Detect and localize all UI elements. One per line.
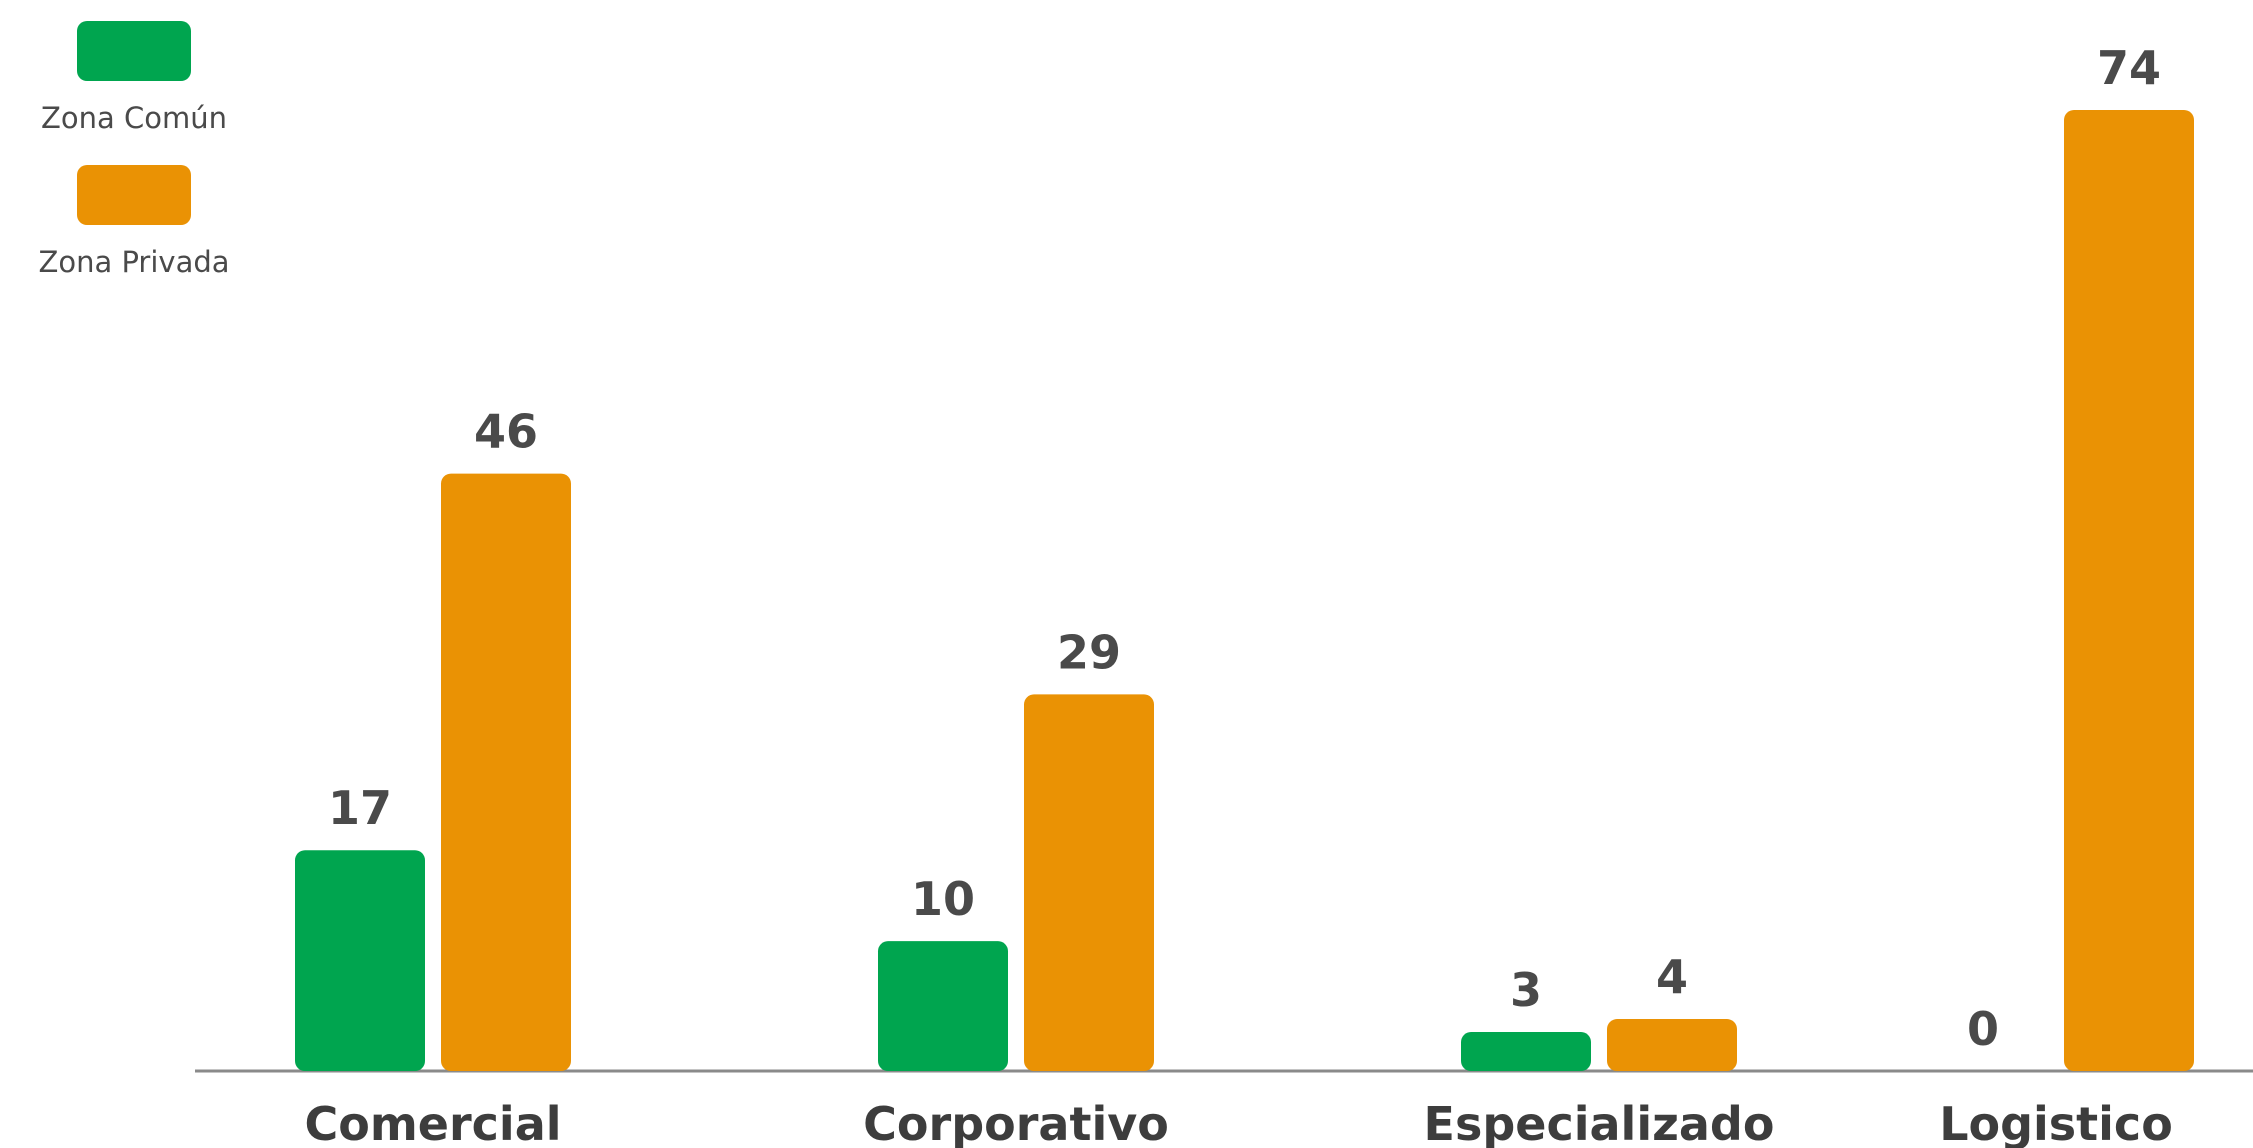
category-label-comercial: Comercial	[304, 1097, 561, 1148]
category-label-especializado: Especializado	[1424, 1097, 1775, 1148]
legend: Zona Común Zona Privada	[0, 0, 260, 300]
bar-zona-comun-corporativo	[878, 941, 1008, 1071]
data-label-zona-comun-logistico: 0	[1967, 1002, 1999, 1056]
bar-zona-privada-logistico	[2064, 110, 2194, 1071]
data-label-zona-comun-corporativo: 10	[911, 872, 975, 926]
data-label-zona-privada-especializado: 4	[1656, 950, 1688, 1004]
category-label-corporativo: Corporativo	[863, 1097, 1169, 1148]
category-label-logistico: Logistico	[1939, 1097, 2173, 1148]
legend-swatch-zona-privada	[77, 165, 191, 225]
bar-zona-comun-especializado	[1461, 1032, 1591, 1071]
data-label-zona-comun-comercial: 17	[328, 781, 392, 835]
data-label-zona-comun-especializado: 3	[1510, 963, 1542, 1017]
legend-swatch-zona-comun	[77, 21, 191, 81]
bar-zona-privada-corporativo	[1024, 694, 1154, 1071]
bar-zona-comun-comercial	[295, 850, 425, 1071]
data-label-zona-privada-logistico: 74	[2097, 41, 2161, 95]
bar-zona-privada-comercial	[441, 473, 571, 1072]
bar-zona-privada-especializado	[1607, 1019, 1737, 1071]
data-label-zona-privada-corporativo: 29	[1057, 625, 1121, 679]
legend-label-zona-privada: Zona Privada	[38, 245, 230, 279]
data-label-zona-privada-comercial: 46	[474, 405, 538, 459]
legend-label-zona-comun: Zona Común	[41, 101, 227, 135]
